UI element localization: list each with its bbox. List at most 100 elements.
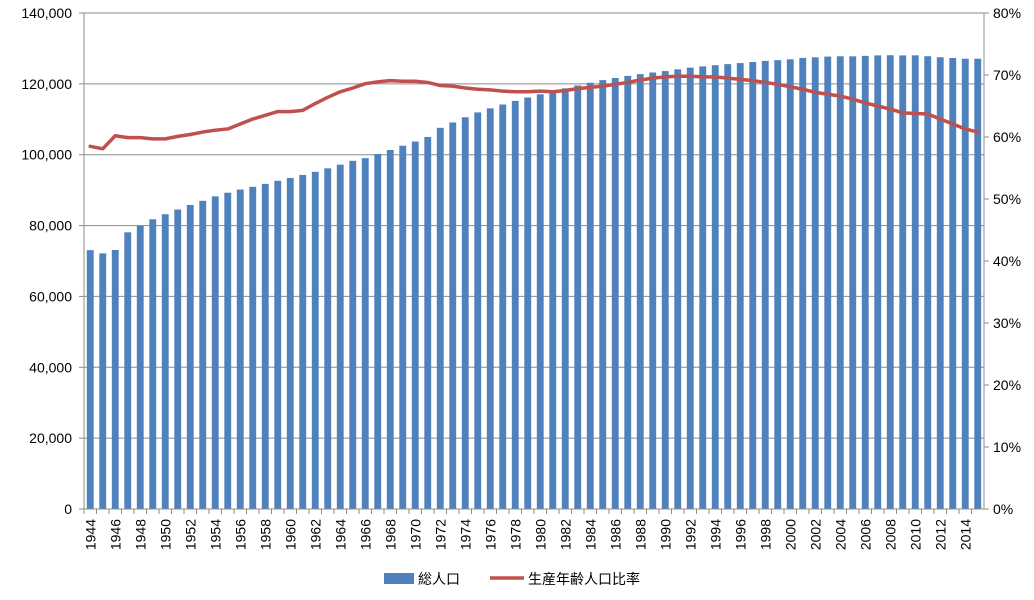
bar-total-population [549, 91, 557, 510]
bar-total-population [161, 214, 169, 509]
left-axis-tick-label: 140,000 [21, 5, 72, 21]
right-axis-tick-label: 60% [993, 129, 1021, 145]
bar-total-population [599, 80, 607, 509]
right-axis-tick-label: 40% [993, 253, 1021, 269]
bar-total-population [899, 55, 907, 510]
left-axis-tick-label: 120,000 [21, 76, 72, 92]
bar-total-population [861, 55, 869, 510]
right-axis-tick-label: 80% [993, 5, 1021, 21]
bar-total-population [974, 58, 982, 509]
x-axis-tick-label: 2014 [957, 519, 973, 550]
bar-total-population [961, 58, 969, 509]
bar-total-population [886, 55, 894, 510]
x-axis-tick-label: 1982 [557, 519, 573, 550]
x-axis-tick-label: 2012 [932, 519, 948, 550]
x-axis-tick-label: 1998 [757, 519, 773, 550]
x-axis-tick-label: 1980 [532, 519, 548, 550]
bar-total-population [824, 56, 832, 510]
bar-total-population [411, 141, 419, 509]
legend: 総人口 生産年齢人口比率 [384, 571, 640, 587]
bar-total-population [286, 178, 294, 509]
x-axis-tick-label: 1946 [107, 519, 123, 550]
right-axis-tick-label: 20% [993, 377, 1021, 393]
bar-total-population [249, 186, 257, 509]
bar-total-population [874, 55, 882, 510]
x-axis-tick-label: 1994 [707, 519, 723, 550]
bar-total-population [186, 204, 194, 509]
bar-total-population [236, 189, 244, 509]
x-axis-tick-label: 1948 [132, 519, 148, 550]
x-axis-tick-label: 1944 [82, 519, 98, 550]
bar-total-population [636, 74, 644, 509]
left-axis-tick-label: 20,000 [29, 430, 72, 446]
bar-total-population [374, 154, 382, 509]
left-axis-tick-label: 100,000 [21, 147, 72, 163]
bar-total-population [811, 57, 819, 509]
bar-total-population [611, 77, 619, 509]
bar-total-population [661, 71, 669, 509]
bar-total-population [624, 75, 632, 509]
bar-total-population [536, 94, 544, 510]
legend-label-total-population: 総人口 [418, 571, 460, 587]
x-axis-tick-label: 2006 [857, 519, 873, 550]
x-axis-tick-label: 1950 [157, 519, 173, 550]
x-axis-tick-label: 2004 [832, 519, 848, 550]
bar-total-population [761, 60, 769, 509]
x-axis-tick-label: 1960 [282, 519, 298, 550]
right-axis-tick-label: 10% [993, 439, 1021, 455]
bar-total-population [699, 66, 707, 509]
bar-total-population [449, 122, 457, 509]
x-axis-tick-label: 1996 [732, 519, 748, 550]
bar-total-population [111, 249, 119, 510]
bar-total-population [211, 196, 219, 509]
right-axis-tick-label: 30% [993, 315, 1021, 331]
right-axis-tick-label: 70% [993, 67, 1021, 83]
bar-total-population [436, 127, 444, 510]
x-axis-tick-label: 1976 [482, 519, 498, 550]
bar-total-population [361, 158, 369, 510]
x-axis-tick-label: 1964 [332, 519, 348, 550]
legend-label-working-age-ratio: 生産年齢人口比率 [528, 571, 640, 587]
x-axis-tick-label: 2008 [882, 519, 898, 550]
x-axis-tick-label: 1988 [632, 519, 648, 550]
bar-total-population [749, 62, 757, 509]
x-axis-tick-label: 1986 [607, 519, 623, 550]
bar-total-population [124, 232, 132, 509]
right-axis-tick-label: 50% [993, 191, 1021, 207]
x-axis-tick-label: 1992 [682, 519, 698, 550]
bar-total-population [649, 72, 657, 509]
bar-total-population [849, 56, 857, 509]
bar-total-population [911, 55, 919, 509]
bar-total-population [936, 57, 944, 509]
bar-total-population [149, 219, 157, 509]
x-axis-tick-label: 1958 [257, 519, 273, 550]
bar-total-population [261, 183, 269, 509]
bar-total-population [674, 69, 682, 510]
bar-total-population [299, 174, 307, 509]
x-axis-tick-label: 1990 [657, 519, 673, 550]
left-axis-tick-label: 0 [64, 501, 72, 517]
bar-total-population [86, 250, 94, 509]
ratio-line-layer [88, 74, 980, 151]
bar-total-population [99, 253, 107, 509]
x-axis-tick-label: 1956 [232, 519, 248, 550]
x-axis-tick-label: 1968 [382, 519, 398, 550]
bar-total-population [724, 64, 732, 510]
bar-total-population [424, 136, 432, 510]
legend-swatch-total-population [384, 573, 414, 584]
left-axis-tick-label: 60,000 [29, 288, 72, 304]
bar-total-population [349, 160, 357, 509]
right-axis-tick-label: 0% [993, 501, 1013, 517]
bar-total-population [336, 164, 344, 509]
bar-total-population [511, 100, 519, 509]
bar-total-population [499, 104, 507, 509]
x-axis-tick-label: 1966 [357, 519, 373, 550]
x-axis-tick-label: 1970 [407, 519, 423, 550]
bar-total-population [399, 145, 407, 509]
x-axis-tick-label: 2000 [782, 519, 798, 550]
bar-total-population [386, 149, 394, 509]
x-axis-tick-label: 1952 [182, 519, 198, 550]
bar-total-population [461, 117, 469, 510]
gridlines [84, 12, 984, 439]
